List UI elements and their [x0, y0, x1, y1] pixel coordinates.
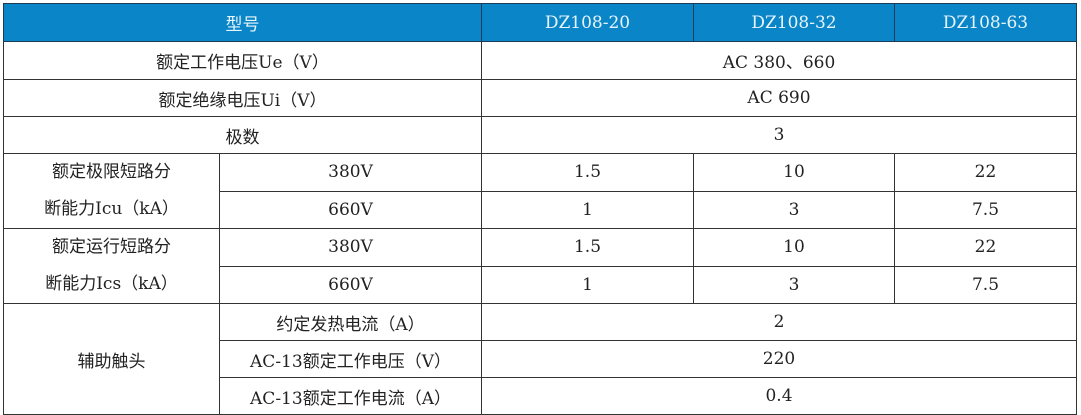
table-row: 额定极限短路分 断能力Icu（kA） 380V 1.5 10 22: [3, 153, 1077, 229]
ics-value: 7.5: [894, 265, 1077, 304]
icu-value: 3: [693, 190, 895, 229]
icu-value: 22: [894, 153, 1077, 192]
model-dz108-20: DZ108-20: [481, 3, 694, 42]
ics-value: 1.5: [481, 228, 694, 267]
poles-value: 3: [481, 116, 1077, 154]
ics-voltage: 380V: [219, 228, 482, 267]
table-row: 极数 3: [3, 116, 1077, 154]
table-row: AC-13额定工作电流（A） 0.4: [4, 377, 1077, 415]
model-dz108-63: DZ108-63: [894, 3, 1077, 42]
icu-label: 额定极限短路分 断能力Icu（kA）: [3, 153, 220, 229]
header-row: 型号 DZ108-20 DZ108-32 DZ108-63: [3, 3, 1077, 42]
aux-sub-label: 约定发热电流（A）: [219, 303, 482, 341]
insulation-voltage-label: 额定绝缘电压Ui（V）: [3, 79, 482, 117]
ics-label-line2: 断能力Ics（kA）: [45, 274, 178, 294]
icu-value: 10: [693, 153, 895, 192]
icu-value: 1: [481, 190, 694, 229]
ics-voltage: 660V: [219, 265, 482, 304]
model-dz108-32: DZ108-32: [693, 3, 895, 42]
icu-label-line2: 断能力Icu（kA）: [44, 199, 179, 219]
aux-value: 2: [481, 303, 1077, 341]
poles-label: 极数: [3, 116, 482, 154]
icu-voltage: 660V: [219, 190, 482, 229]
table-row: 额定运行短路分 断能力Ics（kA） 380V 1.5 10 22: [3, 228, 1077, 304]
table-row: 辅助触头 约定发热电流（A） 2: [3, 303, 1077, 415]
table-row: 660V 1 3 7.5: [4, 190, 1077, 229]
ics-label: 额定运行短路分 断能力Ics（kA）: [3, 228, 220, 304]
rated-voltage-value: AC 380、660: [481, 41, 1077, 80]
ics-label-line1: 额定运行短路分: [52, 237, 171, 257]
aux-label: 辅助触头: [3, 303, 220, 415]
rated-voltage-label: 额定工作电压Ue（V）: [3, 41, 482, 80]
insulation-voltage-value: AC 690: [481, 79, 1077, 117]
icu-value: 7.5: [894, 190, 1077, 229]
ics-value: 10: [693, 228, 895, 267]
icu-voltage: 380V: [219, 153, 482, 192]
aux-sub-label: AC-13额定工作电压（V）: [219, 340, 482, 378]
spec-table: 型号 DZ108-20 DZ108-32 DZ108-63 额定工作电压Ue（V…: [3, 3, 1077, 415]
table-row: 额定工作电压Ue（V） AC 380、660: [3, 41, 1077, 80]
table-row: 额定绝缘电压Ui（V） AC 690: [3, 79, 1077, 117]
icu-label-line1: 额定极限短路分: [52, 162, 171, 182]
table-row: 660V 1 3 7.5: [4, 265, 1077, 304]
aux-value: 220: [481, 340, 1077, 378]
icu-value: 1.5: [481, 153, 694, 192]
aux-value: 0.4: [481, 377, 1077, 415]
model-label: 型号: [3, 3, 482, 42]
ics-value: 1: [481, 265, 694, 304]
ics-value: 3: [693, 265, 895, 304]
aux-sub-label: AC-13额定工作电流（A）: [219, 377, 482, 415]
ics-value: 22: [894, 228, 1077, 267]
